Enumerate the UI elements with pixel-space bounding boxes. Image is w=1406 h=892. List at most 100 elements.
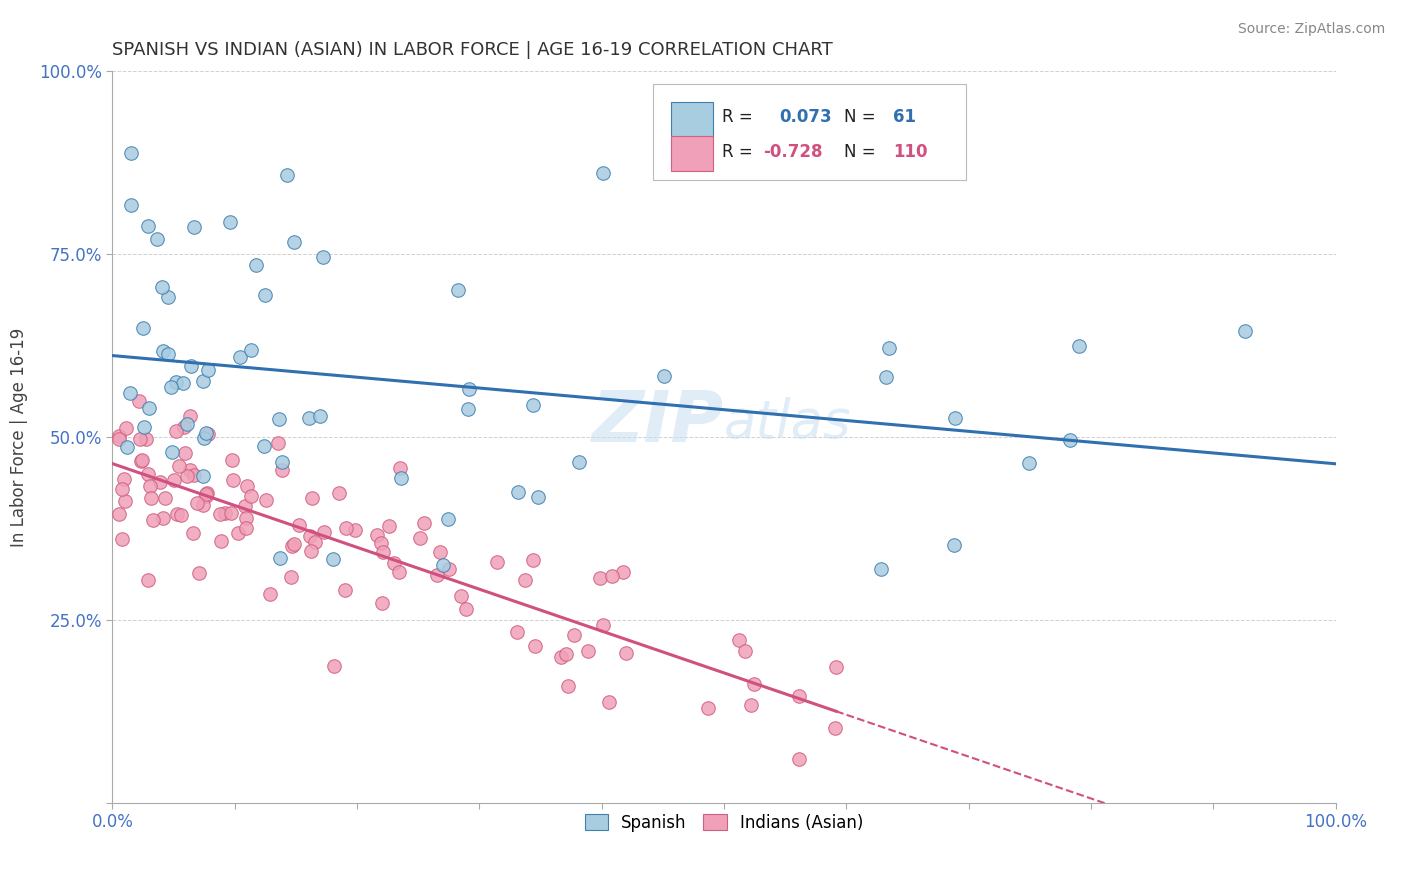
Point bbox=[120, 198, 142, 212]
Point bbox=[370, 536, 392, 550]
Point bbox=[447, 283, 470, 297]
Point bbox=[614, 646, 637, 660]
Point bbox=[378, 519, 401, 533]
Point bbox=[191, 469, 214, 483]
FancyBboxPatch shape bbox=[672, 136, 713, 171]
Point bbox=[191, 374, 214, 388]
Point bbox=[426, 568, 449, 582]
Point bbox=[134, 420, 156, 434]
FancyBboxPatch shape bbox=[654, 84, 966, 179]
Point bbox=[429, 545, 451, 559]
Point bbox=[173, 419, 195, 434]
Point bbox=[523, 639, 546, 653]
Point bbox=[170, 508, 193, 522]
Y-axis label: In Labor Force | Age 16-19: In Labor Force | Age 16-19 bbox=[10, 327, 28, 547]
Text: N =: N = bbox=[844, 143, 876, 161]
Point bbox=[221, 452, 243, 467]
Text: -0.728: -0.728 bbox=[763, 143, 823, 161]
Point bbox=[522, 553, 544, 567]
Point bbox=[209, 533, 232, 548]
Point bbox=[335, 521, 357, 535]
Point bbox=[167, 458, 190, 473]
Point bbox=[107, 428, 129, 442]
Point bbox=[271, 463, 294, 477]
Point bbox=[108, 508, 131, 522]
Point bbox=[240, 489, 263, 503]
Point bbox=[120, 385, 142, 400]
Point bbox=[180, 359, 202, 373]
Point bbox=[304, 534, 326, 549]
Text: SPANISH VS INDIAN (ASIAN) IN LABOR FORCE | AGE 16-19 CORRELATION CHART: SPANISH VS INDIAN (ASIAN) IN LABOR FORCE… bbox=[112, 41, 834, 59]
Point bbox=[236, 479, 259, 493]
Point bbox=[136, 467, 159, 481]
Point bbox=[156, 290, 179, 304]
Point bbox=[239, 343, 262, 357]
Text: 110: 110 bbox=[893, 143, 928, 161]
Point bbox=[825, 660, 848, 674]
Point bbox=[450, 589, 472, 603]
Point bbox=[589, 571, 612, 585]
Point bbox=[136, 219, 159, 234]
Point bbox=[128, 393, 150, 408]
Point bbox=[288, 518, 311, 533]
Point bbox=[413, 516, 436, 530]
Point bbox=[388, 565, 411, 579]
Point bbox=[592, 166, 614, 180]
Text: ZIP: ZIP bbox=[592, 388, 724, 457]
Point bbox=[176, 468, 198, 483]
Point bbox=[271, 455, 294, 469]
Point bbox=[389, 471, 412, 485]
Point bbox=[195, 485, 218, 500]
Point bbox=[155, 491, 177, 506]
Point bbox=[195, 426, 218, 441]
Point bbox=[197, 363, 219, 377]
Point bbox=[172, 376, 194, 391]
Point bbox=[734, 644, 756, 658]
Point bbox=[267, 412, 290, 426]
Point bbox=[297, 411, 319, 425]
Point bbox=[652, 368, 675, 383]
Point bbox=[1067, 339, 1090, 353]
Point bbox=[266, 436, 288, 450]
Point bbox=[194, 486, 217, 500]
Point bbox=[328, 486, 350, 500]
Point bbox=[235, 521, 257, 535]
Point bbox=[436, 511, 458, 525]
Text: 0.073: 0.073 bbox=[779, 109, 832, 127]
Point bbox=[114, 421, 136, 435]
Point bbox=[276, 168, 298, 182]
Point bbox=[152, 511, 174, 525]
Point bbox=[229, 350, 252, 364]
Point bbox=[787, 689, 810, 703]
Point bbox=[179, 462, 201, 476]
Point bbox=[179, 409, 201, 424]
Point bbox=[437, 562, 460, 576]
Point bbox=[943, 411, 966, 425]
Point bbox=[219, 215, 242, 229]
Point bbox=[568, 455, 591, 469]
Point bbox=[299, 529, 322, 543]
Point bbox=[129, 454, 152, 468]
Point bbox=[299, 544, 322, 558]
Point bbox=[187, 566, 209, 581]
Point bbox=[382, 556, 405, 570]
Text: Source: ZipAtlas.com: Source: ZipAtlas.com bbox=[1237, 22, 1385, 37]
Point bbox=[824, 721, 846, 735]
Point bbox=[1233, 324, 1256, 338]
Point bbox=[312, 525, 335, 540]
Point bbox=[183, 468, 205, 483]
Point bbox=[163, 474, 186, 488]
Point bbox=[562, 628, 585, 642]
Point bbox=[197, 426, 219, 441]
Point bbox=[458, 382, 481, 396]
Point bbox=[138, 401, 160, 415]
Point bbox=[696, 700, 718, 714]
Point bbox=[301, 491, 323, 506]
Point bbox=[191, 498, 214, 512]
Point bbox=[408, 531, 430, 545]
Point bbox=[333, 583, 356, 598]
Point bbox=[877, 341, 900, 355]
Point bbox=[165, 376, 187, 390]
Point bbox=[312, 250, 335, 264]
Text: N =: N = bbox=[844, 109, 876, 127]
